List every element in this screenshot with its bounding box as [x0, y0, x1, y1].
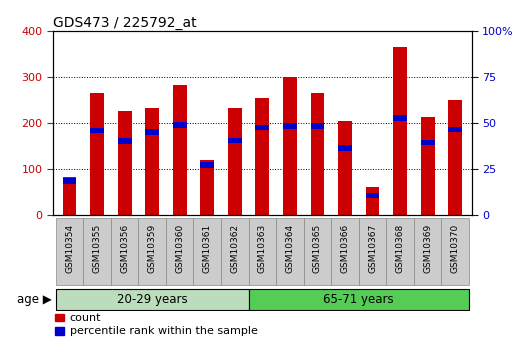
Text: 65-71 years: 65-71 years [323, 293, 394, 306]
Text: GSM10363: GSM10363 [258, 224, 267, 273]
Bar [393, 47, 407, 215]
Bar [366, 193, 379, 198]
Bar [331, 218, 359, 285]
Bar [283, 77, 297, 215]
Bar [249, 218, 276, 285]
Bar [338, 145, 352, 151]
Bar [311, 93, 324, 215]
Bar [283, 123, 297, 129]
Bar [145, 108, 159, 215]
Bar [118, 138, 131, 144]
Bar [255, 125, 269, 130]
Text: GSM10364: GSM10364 [285, 224, 294, 273]
Text: GSM10360: GSM10360 [175, 224, 184, 273]
Bar [448, 127, 462, 132]
Bar [200, 162, 214, 168]
Bar [228, 138, 242, 143]
Text: GSM10370: GSM10370 [450, 224, 460, 273]
Bar [359, 218, 386, 285]
Bar [55, 314, 64, 322]
Bar [56, 218, 83, 285]
Bar [255, 98, 269, 215]
Bar [173, 122, 187, 128]
Bar [249, 289, 469, 310]
Bar [338, 120, 352, 215]
Text: GSM10362: GSM10362 [231, 224, 240, 273]
Bar [90, 128, 104, 134]
Bar [145, 129, 159, 135]
Bar [173, 85, 187, 215]
Bar [118, 111, 131, 215]
Text: percentile rank within the sample: percentile rank within the sample [70, 326, 258, 336]
Bar [63, 177, 76, 215]
Text: GSM10369: GSM10369 [423, 224, 432, 273]
Bar [311, 123, 324, 129]
Bar [421, 140, 435, 145]
Text: GSM10367: GSM10367 [368, 224, 377, 273]
Text: GSM10361: GSM10361 [203, 224, 212, 273]
Text: GSM10359: GSM10359 [148, 224, 157, 273]
Text: count: count [70, 313, 101, 323]
Bar [441, 218, 469, 285]
Bar [56, 289, 249, 310]
Bar [63, 178, 76, 184]
Bar [90, 93, 104, 215]
Bar [366, 187, 379, 215]
Bar [221, 218, 249, 285]
Bar [138, 218, 166, 285]
Bar [414, 218, 441, 285]
Text: GDS473 / 225792_at: GDS473 / 225792_at [53, 16, 197, 30]
Bar [166, 218, 193, 285]
Bar [448, 100, 462, 215]
Text: age ▶: age ▶ [17, 293, 51, 306]
Bar [386, 218, 414, 285]
Text: GSM10356: GSM10356 [120, 224, 129, 273]
Bar [393, 116, 407, 121]
Text: GSM10368: GSM10368 [395, 224, 404, 273]
Bar [193, 218, 221, 285]
Bar [55, 327, 64, 335]
Text: 20-29 years: 20-29 years [117, 293, 188, 306]
Text: GSM10366: GSM10366 [340, 224, 349, 273]
Text: GSM10365: GSM10365 [313, 224, 322, 273]
Bar [304, 218, 331, 285]
Text: GSM10355: GSM10355 [93, 224, 102, 273]
Bar [421, 117, 435, 215]
Bar [276, 218, 304, 285]
Bar [200, 159, 214, 215]
Bar [83, 218, 111, 285]
Bar [111, 218, 138, 285]
Text: GSM10354: GSM10354 [65, 224, 74, 273]
Bar [228, 108, 242, 215]
